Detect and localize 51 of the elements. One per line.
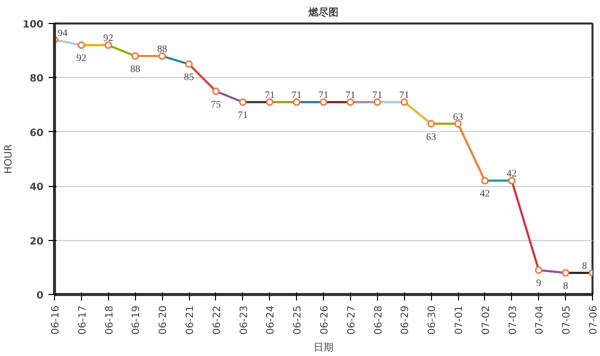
x-tick-label: 06-16: [50, 305, 62, 335]
x-tick-label: 07-04: [534, 305, 546, 335]
data-label: 63: [453, 112, 463, 123]
x-tick-label: 06-27: [346, 305, 358, 335]
data-label: 8: [563, 280, 568, 292]
x-tick-label: 06-22: [212, 305, 223, 335]
y-tick-label: 80: [30, 74, 44, 85]
x-tick-label: 07-05: [562, 305, 573, 335]
data-label: 75: [210, 99, 221, 110]
data-label: 9: [536, 278, 542, 290]
x-tick-label: 06-18: [104, 305, 116, 335]
x-tick-label: 07-06: [588, 305, 600, 335]
data-label: 71: [345, 90, 356, 102]
x-tick-label: 07-01: [454, 305, 465, 335]
data-label: 42: [506, 168, 517, 180]
data-label: 71: [372, 90, 382, 102]
x-tick-label: 06-28: [373, 305, 384, 335]
y-tick-label: 40: [30, 182, 44, 194]
data-label: 71: [264, 90, 275, 102]
data-label: 42: [480, 188, 490, 200]
x-tick-label: 06-26: [320, 305, 330, 335]
data-label: 63: [426, 132, 436, 143]
data-label: 88: [157, 44, 168, 56]
x-tick-label: 06-19: [131, 305, 142, 335]
x-tick-label: 06-24: [266, 305, 277, 335]
y-tick-label: 60: [30, 128, 44, 139]
x-tick-label: 06-23: [238, 305, 250, 335]
data-label: 71: [318, 90, 328, 102]
data-label: 71: [292, 90, 302, 102]
x-tick-label: 07-02: [480, 305, 492, 335]
data-label: 85: [184, 72, 194, 84]
x-tick-label: 07-03: [508, 305, 519, 335]
x-tick-label: 06-20: [158, 305, 170, 335]
data-label: 92: [76, 53, 86, 64]
x-tick-label: 06-21: [185, 305, 196, 335]
data-label: 8: [582, 260, 587, 272]
x-axis-title: 日期: [314, 342, 334, 354]
x-tick-label: 06-17: [77, 305, 88, 335]
data-label: 71: [238, 110, 248, 122]
chart-title: 燃尽图: [308, 6, 338, 18]
x-tick-label: 06-30: [427, 305, 438, 335]
x-tick-label: 06-25: [292, 305, 304, 335]
y-tick-label: 0: [36, 290, 44, 302]
data-label: 88: [130, 64, 140, 76]
y-tick-label: 100: [22, 20, 44, 30]
x-tick-label: 06-29: [400, 305, 412, 335]
y-tick-label: 20: [30, 236, 44, 248]
data-label: 71: [399, 90, 410, 102]
y-axis-title: HOUR: [4, 144, 15, 174]
data-label: 94: [58, 28, 68, 39]
data-label: 92: [103, 33, 114, 44]
